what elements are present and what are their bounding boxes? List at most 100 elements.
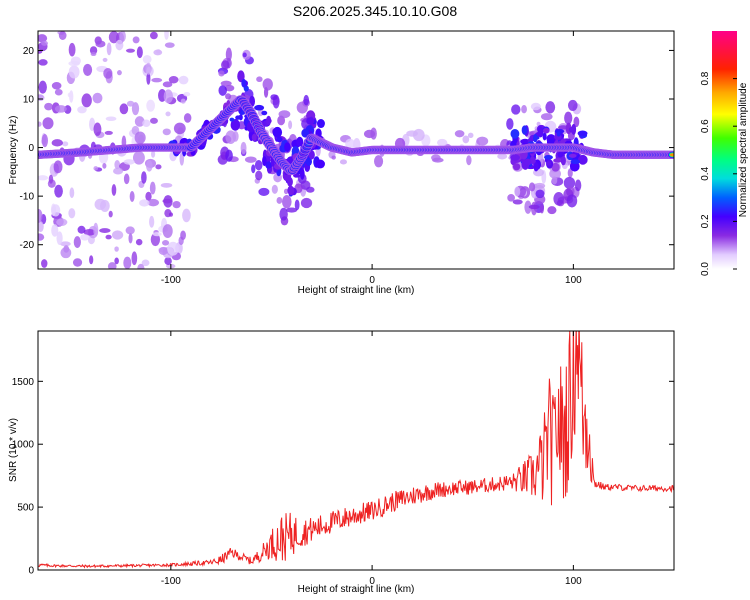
noise-blob bbox=[129, 190, 135, 202]
noise-blob bbox=[68, 65, 80, 79]
noise-blob bbox=[255, 170, 263, 181]
feature-blob bbox=[299, 168, 305, 180]
noise-blob bbox=[244, 156, 257, 163]
noise-blob bbox=[168, 76, 179, 84]
feature-blob bbox=[543, 154, 553, 160]
noise-blob bbox=[276, 197, 283, 204]
feature-blob bbox=[553, 158, 563, 163]
noise-blob bbox=[165, 111, 171, 117]
noise-blob bbox=[155, 164, 162, 170]
noise-blob bbox=[514, 186, 521, 197]
noise-blob bbox=[111, 184, 117, 196]
noise-blob bbox=[100, 199, 110, 212]
noise-blob bbox=[123, 173, 130, 185]
noise-blob bbox=[69, 187, 75, 199]
noise-blob bbox=[72, 258, 83, 267]
noise-blob bbox=[107, 262, 117, 269]
feature-blob bbox=[266, 115, 272, 126]
noise-blob bbox=[38, 209, 43, 223]
noise-blob bbox=[286, 207, 298, 213]
noise-blob bbox=[506, 118, 514, 130]
feature-blob bbox=[254, 104, 265, 111]
feature-blob bbox=[556, 131, 561, 137]
noise-blob bbox=[288, 120, 293, 130]
noise-blob bbox=[536, 121, 541, 127]
noise-blob bbox=[44, 102, 53, 111]
noise-blob bbox=[279, 207, 288, 221]
noise-blob bbox=[467, 132, 474, 139]
noise-blob bbox=[150, 117, 158, 124]
spectrogram-frame bbox=[37, 30, 675, 270]
noise-blob bbox=[374, 155, 384, 168]
noise-blob bbox=[164, 257, 172, 266]
noise-blob bbox=[331, 155, 336, 160]
noise-blob bbox=[256, 76, 263, 83]
feature-blob bbox=[284, 142, 291, 153]
noise-blob bbox=[136, 46, 143, 59]
noise-blob bbox=[149, 31, 158, 40]
noise-blob bbox=[180, 98, 186, 104]
noise-blob bbox=[254, 159, 263, 171]
noise-blob bbox=[528, 182, 536, 192]
noise-blob bbox=[512, 199, 523, 205]
noise-blob bbox=[38, 34, 48, 43]
noise-blob bbox=[566, 194, 578, 208]
noise-blob bbox=[93, 122, 102, 136]
noise-blob bbox=[123, 159, 135, 165]
noise-blob bbox=[454, 130, 465, 138]
feature-blob bbox=[272, 126, 283, 138]
noise-blob bbox=[303, 94, 310, 106]
noise-blob bbox=[93, 166, 99, 171]
noise-blob bbox=[551, 176, 558, 185]
noise-blob bbox=[178, 75, 189, 85]
noise-blob bbox=[38, 233, 45, 241]
noise-blob bbox=[68, 60, 81, 67]
noise-blob bbox=[164, 42, 175, 48]
feature-blob bbox=[578, 154, 588, 165]
noise-blob bbox=[149, 181, 156, 195]
noise-blob bbox=[125, 226, 135, 235]
feature-blob bbox=[235, 115, 241, 120]
noise-blob bbox=[80, 234, 90, 241]
noise-blob bbox=[141, 259, 150, 267]
noise-blob bbox=[563, 176, 576, 190]
noise-blob bbox=[103, 68, 113, 79]
noise-blob bbox=[95, 40, 106, 48]
colorbar-ticks: 0.0 0.2 0.4 0.6 0.8 bbox=[700, 71, 737, 276]
noise-blob bbox=[162, 128, 171, 136]
noise-blob bbox=[77, 106, 87, 114]
noise-blob bbox=[111, 230, 124, 240]
noise-blob bbox=[146, 72, 151, 85]
noise-blob bbox=[573, 116, 580, 128]
noise-blob bbox=[54, 105, 67, 113]
noise-blob bbox=[182, 208, 191, 223]
noise-blob bbox=[38, 59, 48, 66]
colorbar-tick-label: 0.0 bbox=[700, 262, 711, 276]
noise-blob bbox=[507, 193, 515, 202]
noise-blob bbox=[134, 131, 146, 145]
feature-blob bbox=[568, 153, 577, 158]
noise-blob bbox=[83, 228, 96, 236]
feature-blob bbox=[301, 128, 310, 138]
noise-blob bbox=[128, 233, 133, 244]
noise-blob bbox=[60, 241, 71, 247]
noise-blob bbox=[89, 46, 98, 55]
noise-blob bbox=[48, 174, 54, 184]
noise-blob bbox=[172, 200, 181, 209]
noise-blob bbox=[225, 149, 233, 162]
feature-blob bbox=[542, 127, 550, 134]
noise-blob bbox=[534, 182, 546, 189]
noise-blob bbox=[220, 80, 232, 87]
noise-blob bbox=[567, 99, 578, 111]
noise-blob bbox=[134, 116, 145, 127]
feature-blob bbox=[568, 126, 575, 133]
feature-blob bbox=[560, 156, 566, 166]
feature-blob bbox=[542, 132, 547, 141]
y-tick-label: 0 bbox=[28, 143, 34, 154]
x-tick-label: 100 bbox=[565, 275, 582, 286]
noise-blob bbox=[41, 133, 49, 148]
feature-blob bbox=[276, 136, 283, 143]
noise-blob bbox=[240, 141, 247, 155]
noise-blob bbox=[105, 234, 112, 240]
